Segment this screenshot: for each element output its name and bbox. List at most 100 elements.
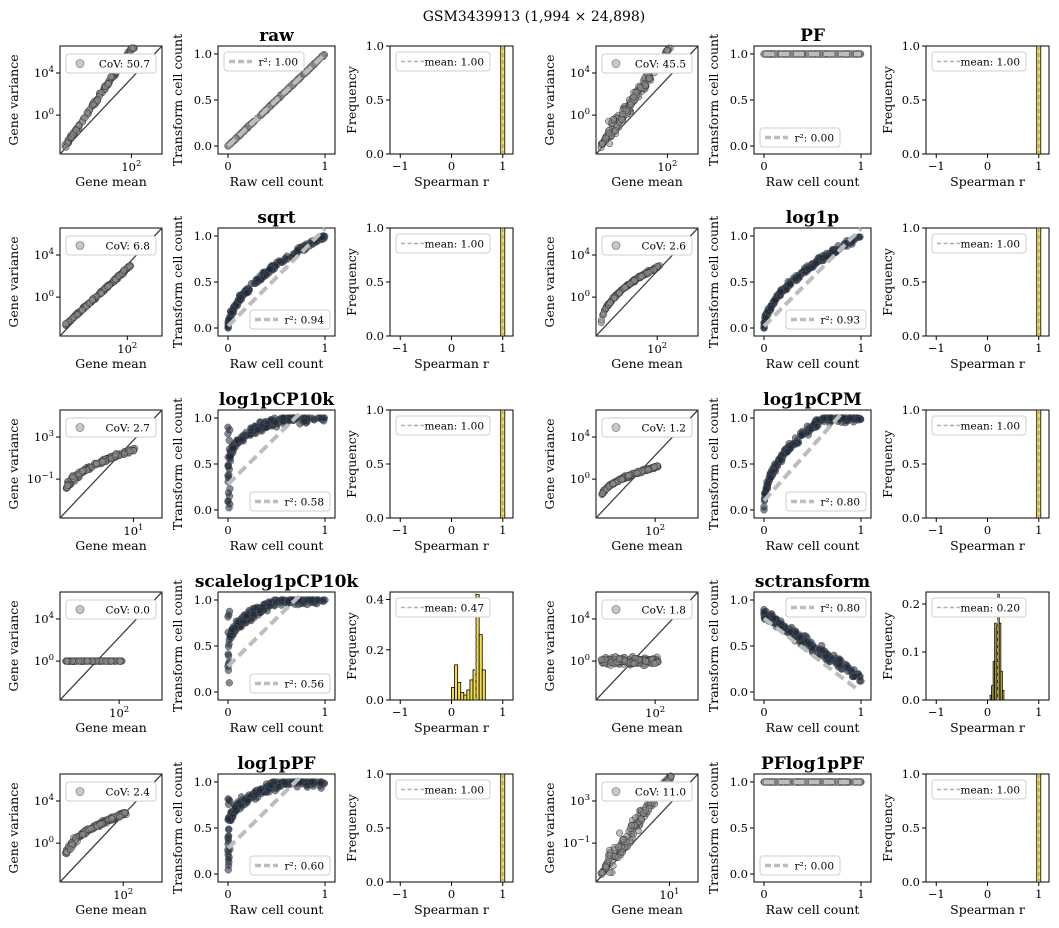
data-point <box>605 129 613 137</box>
x-tick-label: 1 <box>321 523 328 537</box>
panel-spearman: 0.0 0.5 1.0 −1 0 1 Spearman r Frequency mean: 1.… <box>880 403 1050 553</box>
legend-label: r²: 0.60 <box>285 861 324 873</box>
x-tick-label: 102 <box>645 705 665 720</box>
x-tick-label: 1 <box>857 341 864 355</box>
x-tick-label: 1 <box>1035 887 1042 901</box>
legend-marker <box>75 605 85 614</box>
data-point <box>266 265 274 273</box>
scatter-points <box>598 462 662 499</box>
legend-label: r²: 1.00 <box>259 57 298 69</box>
panel-spearman: 0.0 0.5 1.0 −1 0 1 Spearman r Frequency mean: 1.… <box>880 221 1050 371</box>
y-tick-label: 100 <box>34 107 54 122</box>
data-point <box>787 444 795 452</box>
data-point <box>104 80 112 88</box>
data-point <box>316 779 324 787</box>
data-point <box>229 444 237 452</box>
legend-box <box>65 53 157 74</box>
data-point <box>68 657 76 665</box>
x-axis-label: Gene mean <box>75 174 147 189</box>
data-point <box>804 265 813 273</box>
x-axis-label: Raw cell count <box>230 356 324 371</box>
legend: mean: 1.00 <box>931 415 1027 436</box>
y-axis-label: Gene variance <box>542 600 557 691</box>
y-tick-label: 0.5 <box>730 639 748 653</box>
x-axis-label: Spearman r <box>950 538 1025 553</box>
legend: r²: 0.58 <box>249 491 331 512</box>
y-tick-label: 1.0 <box>902 39 920 53</box>
figure-title: GSM3439913 (1,994 × 24,898) <box>423 9 646 25</box>
y-axis-label: Gene variance <box>542 418 557 509</box>
y-tick-label: 0.0 <box>902 693 920 707</box>
data-point <box>68 473 76 481</box>
data-point <box>88 296 96 304</box>
x-tick-label: 0 <box>760 341 767 355</box>
x-axis-label: Raw cell count <box>230 902 324 917</box>
legend-box <box>601 53 693 74</box>
y-tick-label: 0.5 <box>730 275 748 289</box>
legend-label: mean: 1.00 <box>961 239 1020 251</box>
y-axis-label: Frequency <box>344 429 359 498</box>
x-axis-label: Gene mean <box>611 720 683 735</box>
data-point <box>78 467 86 475</box>
panel-spearman: 0.0 0.5 1.0 −1 0 1 Spearman r Frequency mean: 1.… <box>344 403 514 553</box>
y-tick-label: 1.0 <box>730 593 748 607</box>
axes-frame <box>59 227 163 337</box>
histogram-bar <box>1001 690 1005 701</box>
y-axis-label: Frequency <box>880 429 895 498</box>
x-tick-label: 0 <box>760 887 767 901</box>
y-tick-label: 0.0 <box>730 139 748 153</box>
data-point <box>820 414 828 422</box>
data-point <box>796 634 804 642</box>
y-tick-label: 0.0 <box>902 329 920 343</box>
data-point <box>62 143 70 151</box>
y-tick-label: 0.5 <box>194 457 212 471</box>
data-point <box>663 46 671 54</box>
x-axis-label: Gene mean <box>75 902 147 917</box>
legend-label: mean: 0.20 <box>961 603 1020 615</box>
x-tick-label: 1 <box>321 159 328 173</box>
data-point <box>614 854 622 861</box>
y-tick-label: 100 <box>34 653 54 668</box>
data-point <box>225 679 233 687</box>
legend: mean: 0.20 <box>931 597 1027 618</box>
x-axis-label: Raw cell count <box>230 720 324 735</box>
y-tick-label: 0.0 <box>366 693 384 707</box>
y-tick-label: 0.5 <box>366 821 384 835</box>
y-tick-label: 0.1 <box>902 645 920 659</box>
x-axis-label: Gene mean <box>75 538 147 553</box>
data-point <box>284 597 292 605</box>
data-point <box>224 815 232 823</box>
y-tick-label: 0.0 <box>730 867 748 881</box>
histogram-bar <box>457 682 462 701</box>
x-axis-label: Raw cell count <box>230 538 324 553</box>
data-point <box>627 821 635 829</box>
y-axis-label: Gene variance <box>6 418 21 509</box>
data-point <box>638 272 646 280</box>
legend-marker <box>611 423 621 432</box>
y-axis-label: Frequency <box>344 65 359 134</box>
legend: CoV: 1.2 <box>601 417 693 438</box>
panel-spearman: 0.0 0.5 1.0 −1 0 1 Spearman r Frequency mean: 1.… <box>880 767 1050 917</box>
legend: mean: 1.00 <box>931 233 1027 254</box>
data-point <box>224 613 232 621</box>
panel-spearman: 0.0 0.1 0.2 −1 0 1 Spearman r Frequency mean: 0.… <box>880 591 1050 735</box>
legend-label: CoV: 6.8 <box>106 241 150 253</box>
data-point <box>64 482 72 489</box>
x-tick-label: 1 <box>321 887 328 901</box>
x-axis-label: Raw cell count <box>766 720 860 735</box>
y-tick-label: 0.5 <box>730 93 748 107</box>
x-axis-label: Spearman r <box>950 356 1025 371</box>
data-point <box>850 666 858 674</box>
data-point <box>126 262 134 270</box>
y-tick-label: 0.0 <box>730 503 748 517</box>
y-tick-label: 0.0 <box>902 147 920 161</box>
data-point <box>605 117 613 125</box>
y-axis-label: Frequency <box>344 611 359 680</box>
x-axis-label: Raw cell count <box>766 538 860 553</box>
x-axis-label: Spearman r <box>950 720 1025 735</box>
data-point <box>225 825 233 833</box>
